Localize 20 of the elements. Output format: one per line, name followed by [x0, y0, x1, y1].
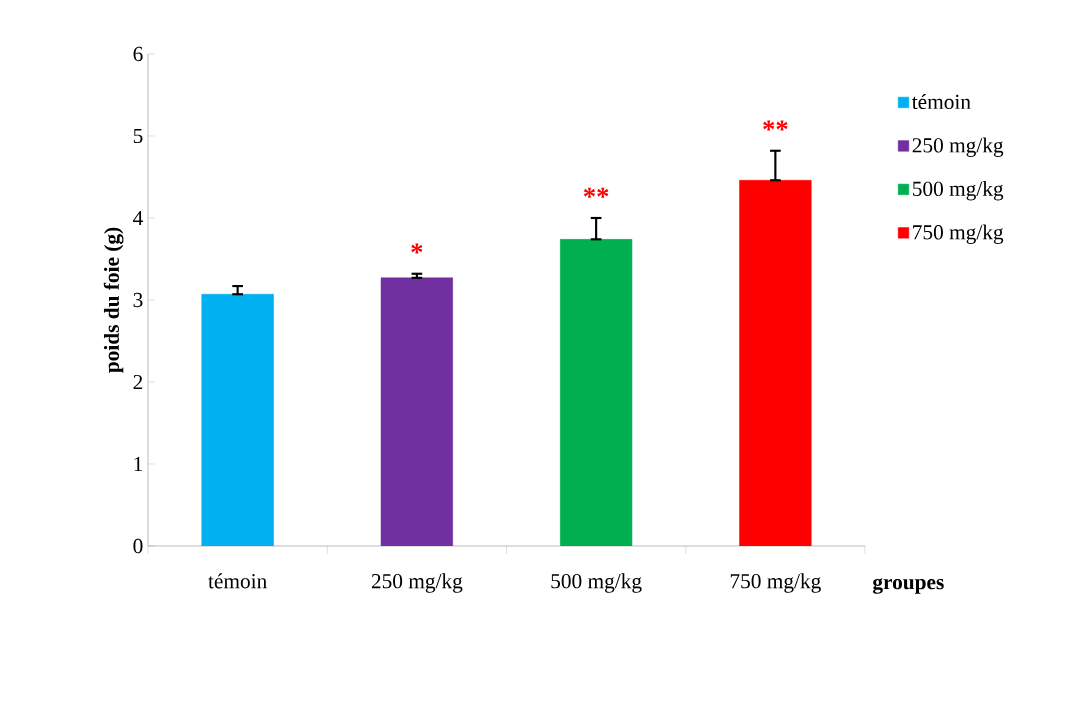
x-tick-label: témoin — [208, 573, 267, 589]
legend-label: 750 mg/kg — [913, 224, 1004, 244]
y-tick-label: 6 — [133, 46, 143, 62]
y-tick-label: 1 — [134, 456, 143, 472]
y-tick-label: 3 — [133, 292, 143, 308]
legend-label: 250 mg/kg — [912, 137, 1004, 157]
y-tick-label: 5 — [133, 128, 143, 144]
legend-label: 500 mg/kg — [912, 181, 1004, 201]
x-tick-label: 500 mg/kg — [551, 573, 642, 593]
legend-label: témoin — [911, 94, 971, 110]
y-tick-label: 0 — [133, 538, 143, 554]
x-tick-label: 250 mg/kg — [371, 573, 463, 593]
y-axis-title: poids du foie (g) — [103, 227, 124, 373]
annotation: ** — [763, 120, 788, 131]
y-tick-label: 4 — [133, 210, 143, 226]
x-axis-title: groupes — [872, 578, 944, 594]
x-tick-label: 750 mg/kg — [730, 573, 821, 593]
annotation: ** — [583, 187, 609, 198]
y-tick-label: 2 — [133, 374, 143, 390]
annotation: * — [411, 243, 423, 254]
